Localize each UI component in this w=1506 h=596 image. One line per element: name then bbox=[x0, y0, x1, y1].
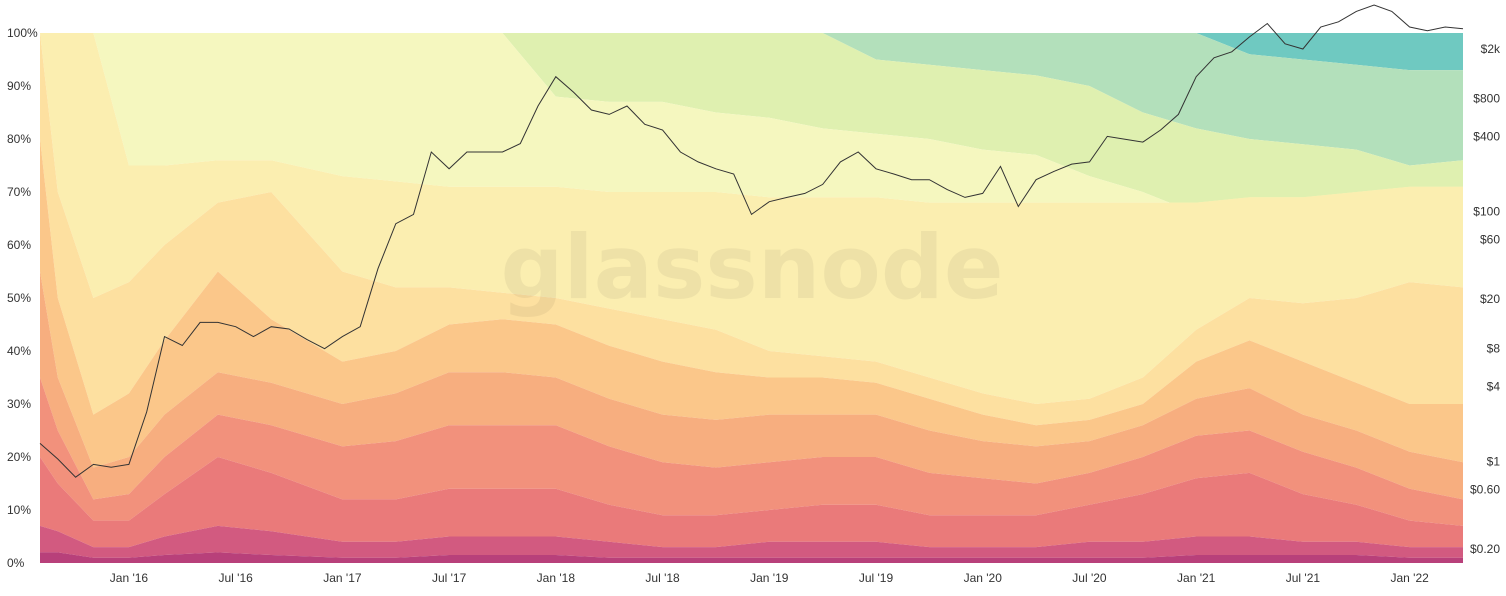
band-9 bbox=[40, 33, 1463, 214]
price-layer bbox=[39, 4, 1464, 478]
bands-layer bbox=[40, 33, 1463, 563]
x-tick-label: Jan '22 bbox=[1390, 571, 1429, 585]
watermark-logo: glassnode bbox=[500, 216, 1003, 319]
band-10 bbox=[40, 33, 1463, 214]
left-tick-label: 0% bbox=[7, 556, 25, 570]
band-7 bbox=[40, 33, 1463, 426]
left-tick-label: 80% bbox=[7, 132, 31, 146]
right-tick-label: $1 bbox=[1487, 455, 1501, 469]
band-12 bbox=[40, 33, 1463, 71]
x-tick-label: Jul '18 bbox=[645, 571, 680, 585]
left-tick-label: 50% bbox=[7, 291, 31, 305]
band-8 bbox=[40, 33, 1463, 404]
right-y-axis: $0.20 $0.60 $1 $4 $8 $20 $60 $100 $400 $800 $2k bbox=[1470, 42, 1501, 556]
x-tick-label: Jan '19 bbox=[750, 571, 789, 585]
band-1 bbox=[40, 552, 1463, 563]
right-tick-label: $100 bbox=[1473, 205, 1500, 219]
right-tick-label: $0.60 bbox=[1470, 482, 1500, 496]
band-6 bbox=[40, 139, 1463, 468]
band-2 bbox=[40, 525, 1463, 558]
band-11 bbox=[40, 33, 1463, 166]
x-tick-label: Jan '16 bbox=[110, 571, 149, 585]
left-tick-label: 70% bbox=[7, 185, 31, 199]
right-tick-label: $4 bbox=[1487, 379, 1501, 393]
x-tick-label: Jan '18 bbox=[537, 571, 576, 585]
x-tick-label: Jul '17 bbox=[432, 571, 467, 585]
x-tick-label: Jul '20 bbox=[1072, 571, 1107, 585]
band-4 bbox=[40, 377, 1463, 526]
left-tick-label: 90% bbox=[7, 79, 31, 93]
left-tick-label: 30% bbox=[7, 397, 31, 411]
right-tick-label: $20 bbox=[1480, 292, 1500, 306]
x-tick-label: Jan '21 bbox=[1177, 571, 1216, 585]
x-tick-label: Jul '19 bbox=[859, 571, 894, 585]
x-tick-label: Jul '21 bbox=[1286, 571, 1321, 585]
left-tick-label: 20% bbox=[7, 450, 31, 464]
right-tick-label: $800 bbox=[1473, 92, 1500, 106]
x-tick-label: Jan '17 bbox=[323, 571, 362, 585]
right-tick-label: $400 bbox=[1473, 129, 1500, 143]
left-tick-label: 60% bbox=[7, 238, 31, 252]
right-tick-label: $8 bbox=[1487, 342, 1501, 356]
right-tick-label: $60 bbox=[1480, 232, 1500, 246]
x-tick-label: Jan '20 bbox=[964, 571, 1003, 585]
right-tick-label: $0.20 bbox=[1470, 542, 1500, 556]
left-y-axis: 0% 10% 20% 30% 40% 50% 60% 70% 80% 90% 100% bbox=[7, 26, 38, 570]
left-tick-label: 10% bbox=[7, 503, 31, 517]
price-line bbox=[39, 4, 1464, 478]
x-tick-label: Jul '16 bbox=[219, 571, 254, 585]
band-5 bbox=[40, 271, 1463, 500]
left-tick-label: 100% bbox=[7, 26, 38, 40]
right-tick-label: $2k bbox=[1481, 42, 1501, 56]
band-3 bbox=[40, 457, 1463, 548]
x-axis: Jan '16 Jul '16 Jan '17 Jul '17 Jan '18 Jul '… bbox=[110, 571, 1429, 585]
left-tick-label: 40% bbox=[7, 344, 31, 358]
